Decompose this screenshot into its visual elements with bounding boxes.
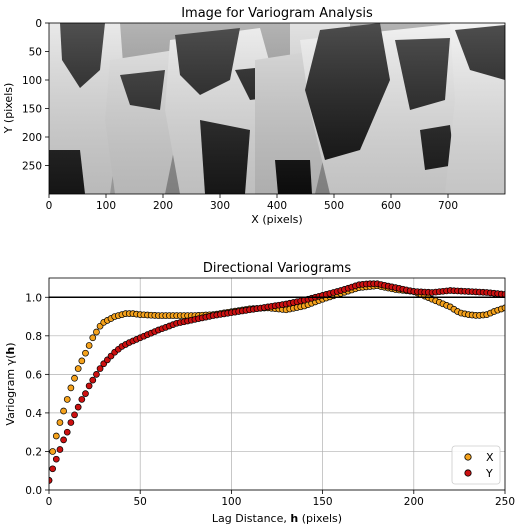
point-x bbox=[60, 407, 67, 415]
point-x bbox=[85, 342, 93, 349]
point-x bbox=[78, 357, 86, 365]
variogram-y-tick-label: 0.0 bbox=[25, 485, 42, 497]
variogram-x-ticks: 0 50 100 150 200 250 bbox=[46, 490, 515, 508]
point-y bbox=[49, 465, 56, 473]
point-y bbox=[71, 411, 78, 419]
image-x-tick-label: 200 bbox=[153, 200, 173, 212]
image-x-tick-label: 100 bbox=[96, 200, 116, 212]
point-y bbox=[93, 371, 100, 378]
variogram-y-tick-label: 0.6 bbox=[25, 369, 42, 381]
legend-marker-x bbox=[464, 453, 472, 461]
variogram-x-tick-label: 50 bbox=[134, 496, 147, 508]
point-x bbox=[71, 374, 78, 382]
point-x bbox=[501, 304, 505, 312]
point-y bbox=[74, 403, 82, 411]
legend-marker-y bbox=[464, 469, 472, 477]
series-x bbox=[49, 282, 505, 484]
point-y bbox=[78, 396, 86, 403]
variogram-x-tick-label: 150 bbox=[313, 496, 333, 508]
point-y bbox=[96, 365, 104, 372]
image-y-axis-label: Y (pixels) bbox=[2, 83, 15, 135]
variogram-legend: X Y bbox=[451, 445, 501, 485]
point-x bbox=[49, 448, 56, 455]
point-x bbox=[93, 328, 100, 336]
point-x bbox=[56, 419, 64, 426]
variogram-x-tick-label: 200 bbox=[404, 496, 424, 508]
variogram-y-axis-label: Variogram γ(h) bbox=[4, 342, 17, 425]
variogram-frame bbox=[48, 277, 506, 491]
legend-label-x: X bbox=[486, 451, 494, 464]
point-x bbox=[67, 384, 75, 392]
variogram-x-tick-label: 0 bbox=[46, 496, 53, 508]
variogram-y-tick-label: 0.2 bbox=[25, 446, 42, 458]
image-x-tick-label: 500 bbox=[324, 200, 344, 212]
point-y bbox=[49, 477, 53, 484]
variogram-points bbox=[49, 280, 505, 484]
image-x-ticks: 0 100 200 300 400 500 600 700 bbox=[46, 194, 458, 212]
variogram-y-tick-label: 1.0 bbox=[25, 292, 42, 304]
image-x-tick-label: 600 bbox=[381, 200, 401, 212]
image-x-tick-label: 400 bbox=[267, 200, 287, 212]
point-x bbox=[74, 365, 82, 372]
image-x-tick-label: 700 bbox=[438, 200, 458, 212]
point-y bbox=[63, 428, 71, 436]
variogram-x-tick-label: 250 bbox=[495, 496, 515, 508]
legend-box bbox=[451, 445, 501, 485]
point-x bbox=[52, 432, 60, 440]
legend-label-y: Y bbox=[485, 467, 493, 480]
point-y bbox=[60, 436, 67, 444]
variogram-y-tick-label: 0.8 bbox=[25, 331, 42, 343]
variogram-panel-title: Directional Variograms bbox=[203, 261, 351, 276]
point-y bbox=[85, 382, 93, 390]
image-y-tick-label: 250 bbox=[22, 161, 42, 173]
image-x-axis-label: X (pixels) bbox=[251, 213, 302, 226]
image-y-tick-label: 200 bbox=[22, 132, 42, 144]
variogram-y-ticks: 0.0 0.2 0.4 0.6 0.8 1.0 bbox=[25, 292, 49, 497]
point-y bbox=[82, 390, 89, 397]
image-y-tick-label: 150 bbox=[22, 104, 42, 116]
image-y-ticks: 0 50 100 150 200 250 bbox=[22, 18, 49, 173]
image-y-tick-label: 100 bbox=[22, 75, 42, 87]
image-x-tick-label: 0 bbox=[46, 200, 53, 212]
variogram-y-tick-label: 0.4 bbox=[25, 408, 42, 420]
image-y-tick-label: 50 bbox=[29, 47, 42, 59]
image-raster bbox=[49, 23, 505, 194]
series-y bbox=[49, 280, 505, 484]
point-y bbox=[501, 291, 505, 298]
image-y-tick-label: 0 bbox=[35, 18, 42, 30]
point-y bbox=[56, 446, 64, 453]
point-y bbox=[67, 419, 75, 426]
variogram-x-axis-label: Lag Distance, h (pixels) bbox=[212, 512, 342, 525]
image-panel-title: Image for Variogram Analysis bbox=[181, 6, 373, 21]
point-y bbox=[89, 376, 97, 384]
point-x bbox=[89, 334, 97, 342]
point-x bbox=[63, 396, 71, 403]
image-x-tick-label: 300 bbox=[210, 200, 230, 212]
point-x bbox=[82, 349, 89, 357]
point-y bbox=[52, 455, 60, 463]
variogram-x-tick-label: 100 bbox=[221, 496, 241, 508]
